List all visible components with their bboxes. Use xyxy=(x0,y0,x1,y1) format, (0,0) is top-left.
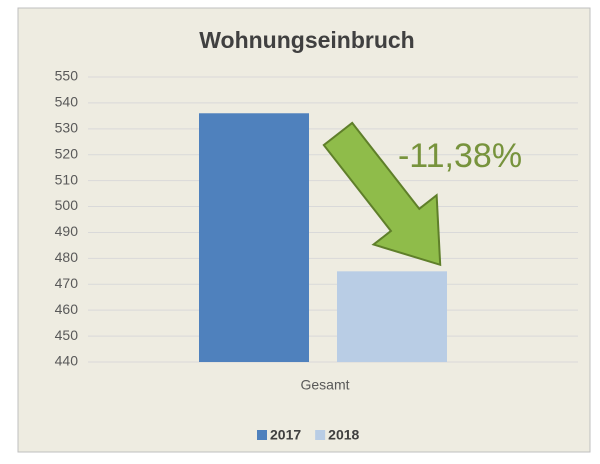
bar xyxy=(199,113,309,362)
bars xyxy=(199,113,447,362)
y-tick-label: 480 xyxy=(55,249,79,265)
y-tick-label: 550 xyxy=(55,68,79,84)
y-tick-label: 460 xyxy=(55,301,79,317)
bar xyxy=(337,271,447,362)
y-tick-label: 520 xyxy=(55,145,79,161)
y-tick-label: 490 xyxy=(55,223,79,239)
legend-label: 2018 xyxy=(328,427,359,443)
legend-swatch xyxy=(315,430,326,440)
annotation: -11,38% xyxy=(398,137,522,175)
x-tick-label: Gesamt xyxy=(300,377,349,393)
y-tick-label: 440 xyxy=(55,353,79,369)
y-tick-label: 540 xyxy=(55,94,79,110)
y-tick-label: 530 xyxy=(55,120,79,136)
y-tick-label: 470 xyxy=(55,275,79,291)
y-tick-label: 450 xyxy=(55,327,79,343)
legend-swatch xyxy=(257,430,267,440)
y-tick-label: 500 xyxy=(55,197,79,213)
chart-title: Wohnungseinbruch xyxy=(199,27,415,53)
arrow xyxy=(322,121,442,267)
legend-label: 2017 xyxy=(270,427,301,443)
y-tick-label: 510 xyxy=(55,171,79,187)
